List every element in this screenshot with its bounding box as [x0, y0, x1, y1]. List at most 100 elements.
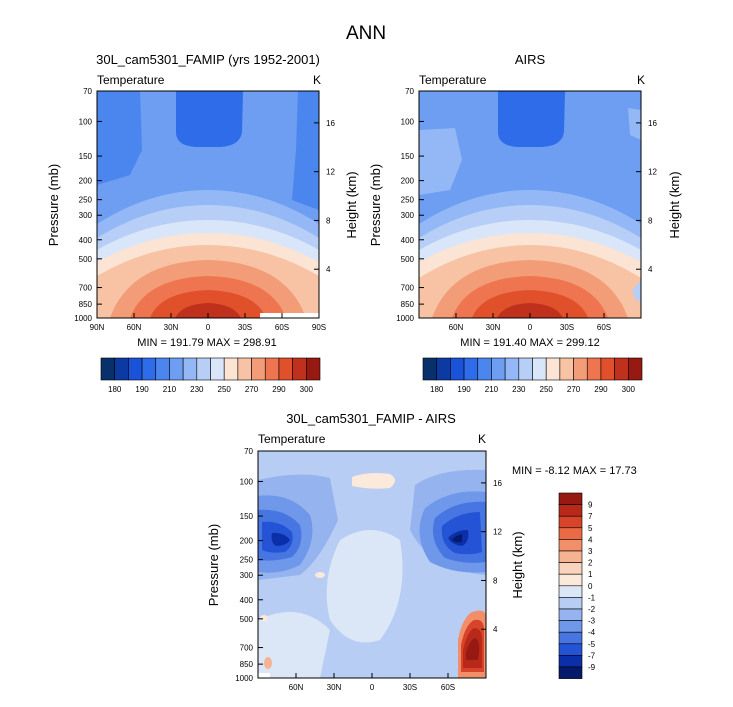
colorbar-swatch: [114, 357, 129, 381]
x-tick-label: 60S: [441, 683, 455, 692]
right-tick-label: 8: [493, 576, 498, 585]
colorbar-swatch: [558, 562, 583, 575]
right-tick-label: 12: [648, 168, 657, 177]
colorbar-label: 210: [163, 385, 177, 394]
colorbar-label: -9: [588, 663, 596, 672]
y-tick-label: 300: [79, 211, 93, 220]
x-tick-label: 30N: [164, 323, 179, 332]
colorbar-label: 190: [135, 385, 149, 394]
panel-obs-units: K: [637, 73, 645, 87]
colorbar-swatch: [558, 655, 583, 668]
colorbar-swatch: [450, 357, 465, 381]
contour-band-295: [175, 303, 241, 318]
y-tick-label: 850: [240, 660, 254, 669]
x-tick-label: 30S: [560, 323, 574, 332]
colorbar-label: 3: [588, 547, 593, 556]
colorbar-label: 300: [300, 385, 314, 394]
colorbar-label: 180: [108, 385, 122, 394]
colorbar-label: -5: [588, 640, 596, 649]
panel-diff-field: [258, 451, 486, 678]
x-tick-label: 60S: [275, 323, 289, 332]
contour-cold-left-4: [271, 532, 290, 546]
y-tick-label: 70: [244, 447, 253, 456]
colorbar-swatch: [278, 357, 293, 381]
right-tick-label: 8: [326, 216, 331, 225]
panel-diff: 30L_cam5301_FAMIP - AIRS Temperature K: [206, 411, 637, 692]
panel-obs-title: AIRS: [515, 52, 546, 67]
colorbar-label: 230: [512, 385, 526, 394]
x-tick-label: 0: [370, 683, 375, 692]
y-tick-label: 300: [240, 571, 254, 580]
y-tick-label: 100: [401, 117, 415, 126]
colorbar-swatch: [558, 643, 583, 656]
y-tick-label: 100: [79, 117, 93, 126]
y-tick-label: 1000: [396, 314, 414, 323]
contour-warm-spot-3: [315, 572, 325, 578]
colorbar-swatch: [573, 357, 588, 381]
panel-obs-axes: 70 100 150 200 250 300 400 500 700 850 1000 16 12 8 4 6…: [396, 87, 657, 332]
colorbar-label: 230: [190, 385, 204, 394]
colorbar-label: 270: [567, 385, 581, 394]
colorbar-swatch: [532, 357, 547, 381]
colorbar-label: 190: [457, 385, 471, 394]
colorbar-swatch: [558, 504, 583, 517]
panel-model-title: 30L_cam5301_FAMIP (yrs 1952-2001): [96, 52, 320, 67]
colorbar-label: 9: [588, 501, 593, 510]
y-tick-label: 700: [401, 284, 415, 293]
y-tick-label: 250: [401, 196, 415, 205]
x-tick-label: 0: [528, 323, 533, 332]
colorbar-swatch: [559, 357, 574, 381]
contour-band-upper-dark-right: [292, 91, 319, 210]
colorbar-swatch: [558, 515, 583, 529]
y-tick-label: 500: [401, 255, 415, 264]
x-tick-label: 30N: [486, 323, 501, 332]
colorbar-swatch: [586, 357, 602, 381]
colorbar-swatch: [558, 550, 583, 563]
colorbar-label: 1: [588, 570, 593, 579]
y-tick-label: 150: [79, 152, 93, 161]
panel-obs-field: [419, 91, 641, 318]
contour-band-pale-lower: [258, 612, 330, 678]
panel-model-units: K: [313, 73, 321, 87]
contour-cold-right-5: [452, 534, 462, 543]
x-tick-label: 60N: [127, 323, 142, 332]
y-tick-label: 700: [79, 284, 93, 293]
colorbar-swatch: [264, 357, 280, 381]
y-tick-label: 1000: [235, 674, 253, 683]
colorbar-swatch: [614, 357, 629, 381]
panel-diff-minmax: MIN = -8.12 MAX = 17.73: [512, 465, 637, 477]
panel-obs-left-label: Temperature: [419, 73, 487, 87]
colorbar-label: 290: [594, 385, 608, 394]
panel-obs-right-label: Height (km): [667, 171, 682, 238]
contour-band-295: [497, 303, 563, 318]
x-tick-label: 60N: [449, 323, 464, 332]
colorbar-swatch: [558, 573, 583, 587]
colorbar-swatch: [558, 539, 583, 552]
panel-diff-ylabel: Pressure (mb): [206, 524, 221, 606]
x-tick-label: 90S: [312, 323, 326, 332]
right-tick-label: 8: [648, 216, 653, 225]
colorbar-label: 300: [622, 385, 636, 394]
colorbar-label: -1: [588, 593, 596, 602]
right-tick-label: 4: [493, 625, 498, 634]
y-tick-label: 1000: [74, 314, 92, 323]
colorbar-label: 2: [588, 559, 593, 568]
colorbar-swatch: [169, 357, 184, 381]
colorbar-label: 250: [540, 385, 554, 394]
colorbar-swatch: [491, 357, 506, 381]
colorbar-label: 7: [588, 512, 593, 521]
panel-model-right-label: Height (km): [344, 171, 359, 238]
colorbar-swatch: [141, 357, 157, 381]
contour-warm-surface-4: [466, 638, 480, 660]
colorbar-swatch: [558, 527, 583, 540]
colorbar-swatch: [251, 357, 266, 381]
colorbar-label: -2: [588, 605, 596, 614]
panel-obs-colorbar: 180 190 210 230 250 270 290 300: [422, 357, 643, 394]
colorbar-swatch: [600, 357, 615, 381]
panel-model-colorbar: 180 190 210 230 250 270 290 300: [100, 357, 321, 394]
contour-warm-spot-2: [260, 615, 268, 621]
colorbar-swatch: [558, 492, 583, 505]
panel-diff-axes: 70 100 150 200 250 300 400 500 700 850 1000 16 12 8 4 6…: [235, 447, 502, 692]
colorbar-swatch: [628, 357, 643, 381]
